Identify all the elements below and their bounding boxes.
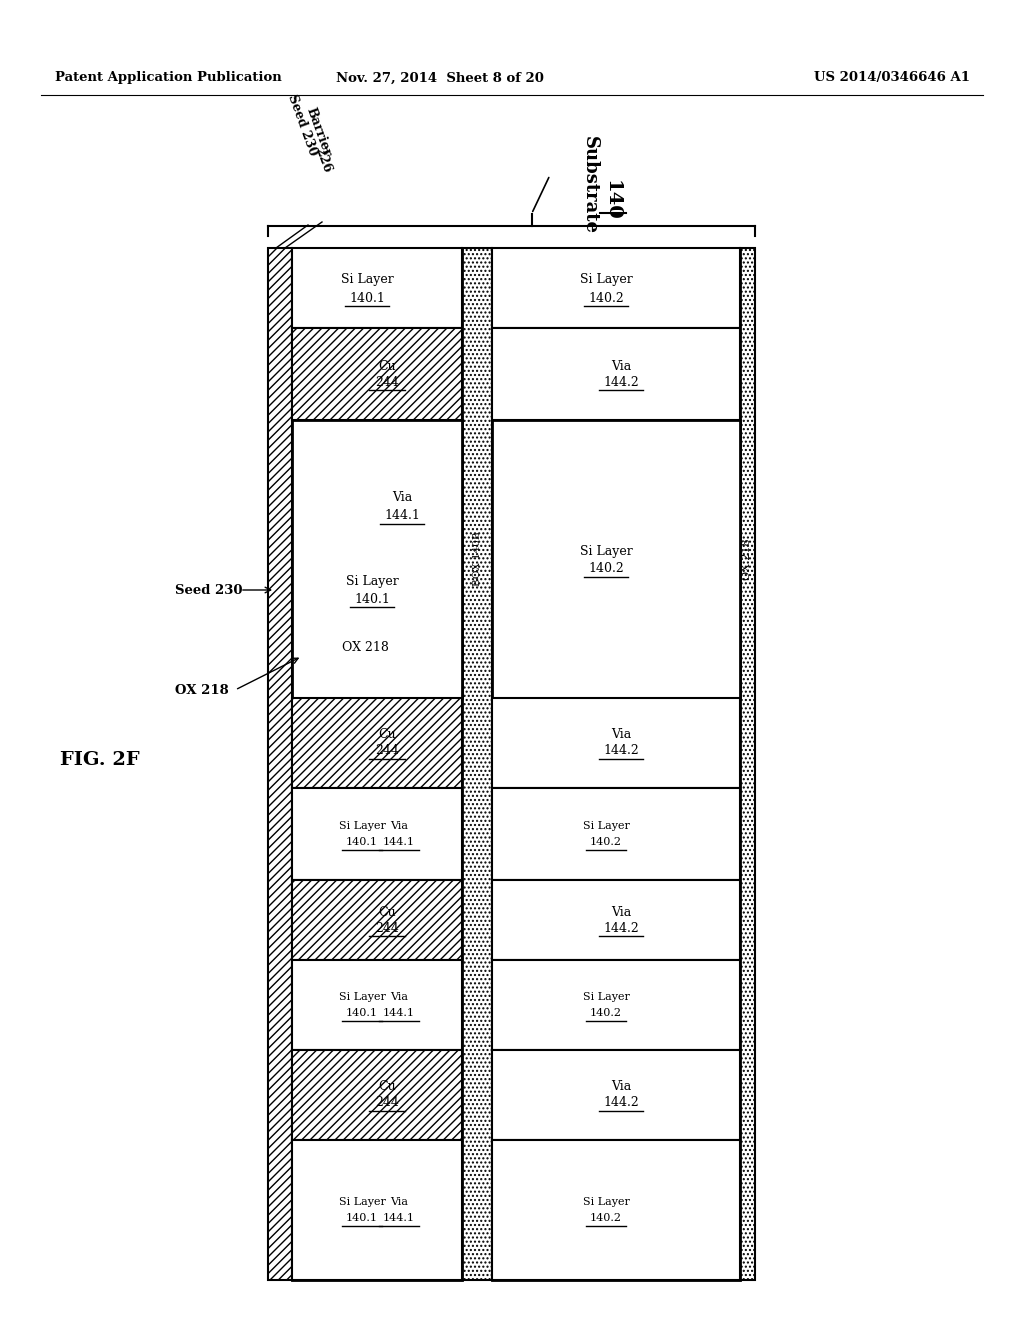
Text: Cu: Cu	[378, 359, 396, 372]
Text: Seed 230: Seed 230	[285, 94, 319, 158]
Bar	[292, 788, 462, 880]
Bar	[492, 960, 740, 1049]
Text: Si Layer: Si Layer	[580, 544, 633, 557]
Bar	[492, 698, 740, 788]
Text: BOX 140B: BOX 140B	[472, 532, 481, 586]
Text: Via: Via	[611, 729, 631, 742]
Text: 144.2: 144.2	[603, 375, 639, 388]
Text: Si Layer: Si Layer	[339, 821, 385, 832]
Text: Via: Via	[611, 359, 631, 372]
Bar	[292, 248, 462, 327]
Bar	[292, 698, 462, 788]
Text: 140.1: 140.1	[346, 1213, 378, 1224]
Text: Barrier: Barrier	[303, 106, 333, 158]
Text: 244: 244	[375, 375, 399, 388]
Text: 140.1: 140.1	[354, 593, 390, 606]
Bar	[492, 880, 740, 960]
Text: Nov. 27, 2014  Sheet 8 of 20: Nov. 27, 2014 Sheet 8 of 20	[336, 71, 544, 84]
Bar	[292, 960, 462, 1049]
Text: 244: 244	[375, 921, 399, 935]
Text: Si Layer: Si Layer	[339, 993, 385, 1002]
Text: 144.2: 144.2	[603, 921, 639, 935]
Text: Patent Application Publication: Patent Application Publication	[55, 71, 282, 84]
Bar	[268, 248, 292, 1280]
Text: Si Layer: Si Layer	[583, 993, 630, 1002]
Text: OX 218: OX 218	[342, 642, 389, 655]
Bar	[492, 788, 740, 880]
Text: Substrate: Substrate	[581, 136, 599, 234]
Text: 140.2: 140.2	[590, 837, 622, 847]
Text: Si Layer: Si Layer	[583, 821, 630, 832]
Bar	[462, 248, 492, 1280]
Text: Via: Via	[392, 491, 412, 504]
Text: Via: Via	[390, 1197, 408, 1206]
Text: Seed 230: Seed 230	[175, 583, 243, 597]
Text: 140.2: 140.2	[590, 1213, 622, 1224]
Text: OX 218: OX 218	[175, 684, 228, 697]
Text: Si Layer: Si Layer	[583, 1197, 630, 1206]
Text: FIG. 2F: FIG. 2F	[60, 751, 140, 770]
Text: 144.2: 144.2	[603, 1097, 639, 1110]
Bar	[292, 248, 462, 1280]
Text: OX 218: OX 218	[742, 539, 753, 579]
Text: 140.2: 140.2	[588, 562, 624, 576]
Text: 140.1: 140.1	[349, 292, 385, 305]
Bar	[492, 1140, 740, 1280]
Text: 226: 226	[312, 147, 334, 176]
Text: Via: Via	[390, 993, 408, 1002]
Bar	[492, 420, 740, 698]
Text: 144.2: 144.2	[603, 744, 639, 758]
Bar	[492, 1049, 740, 1140]
Bar	[492, 327, 740, 420]
Text: 244: 244	[375, 744, 399, 758]
Text: 140: 140	[603, 180, 621, 220]
Text: Cu: Cu	[378, 906, 396, 919]
Text: Via: Via	[611, 906, 631, 919]
Bar	[492, 248, 740, 1280]
Bar	[740, 248, 755, 1280]
Text: US 2014/0346646 A1: US 2014/0346646 A1	[814, 71, 970, 84]
Bar	[292, 1049, 462, 1140]
Bar	[292, 1140, 462, 1280]
Text: Si Layer: Si Layer	[341, 273, 393, 286]
Text: Via: Via	[611, 1081, 631, 1093]
Bar	[292, 880, 462, 960]
Text: Si Layer: Si Layer	[346, 574, 398, 587]
Text: 144.1: 144.1	[384, 510, 420, 523]
Text: 144.1: 144.1	[383, 837, 415, 847]
Text: Si Layer: Si Layer	[580, 273, 633, 286]
Bar	[492, 248, 740, 327]
Text: 144.1: 144.1	[383, 1213, 415, 1224]
Bar	[292, 327, 462, 420]
Text: Cu: Cu	[378, 1081, 396, 1093]
Text: 140.2: 140.2	[588, 292, 624, 305]
Text: 140.1: 140.1	[346, 1008, 378, 1018]
Text: Si Layer: Si Layer	[339, 1197, 385, 1206]
Text: Via: Via	[390, 821, 408, 832]
Text: 244: 244	[375, 1097, 399, 1110]
Text: 140.2: 140.2	[590, 1008, 622, 1018]
Text: 140.1: 140.1	[346, 837, 378, 847]
Bar	[292, 420, 462, 698]
Text: 144.1: 144.1	[383, 1008, 415, 1018]
Text: Cu: Cu	[378, 729, 396, 742]
